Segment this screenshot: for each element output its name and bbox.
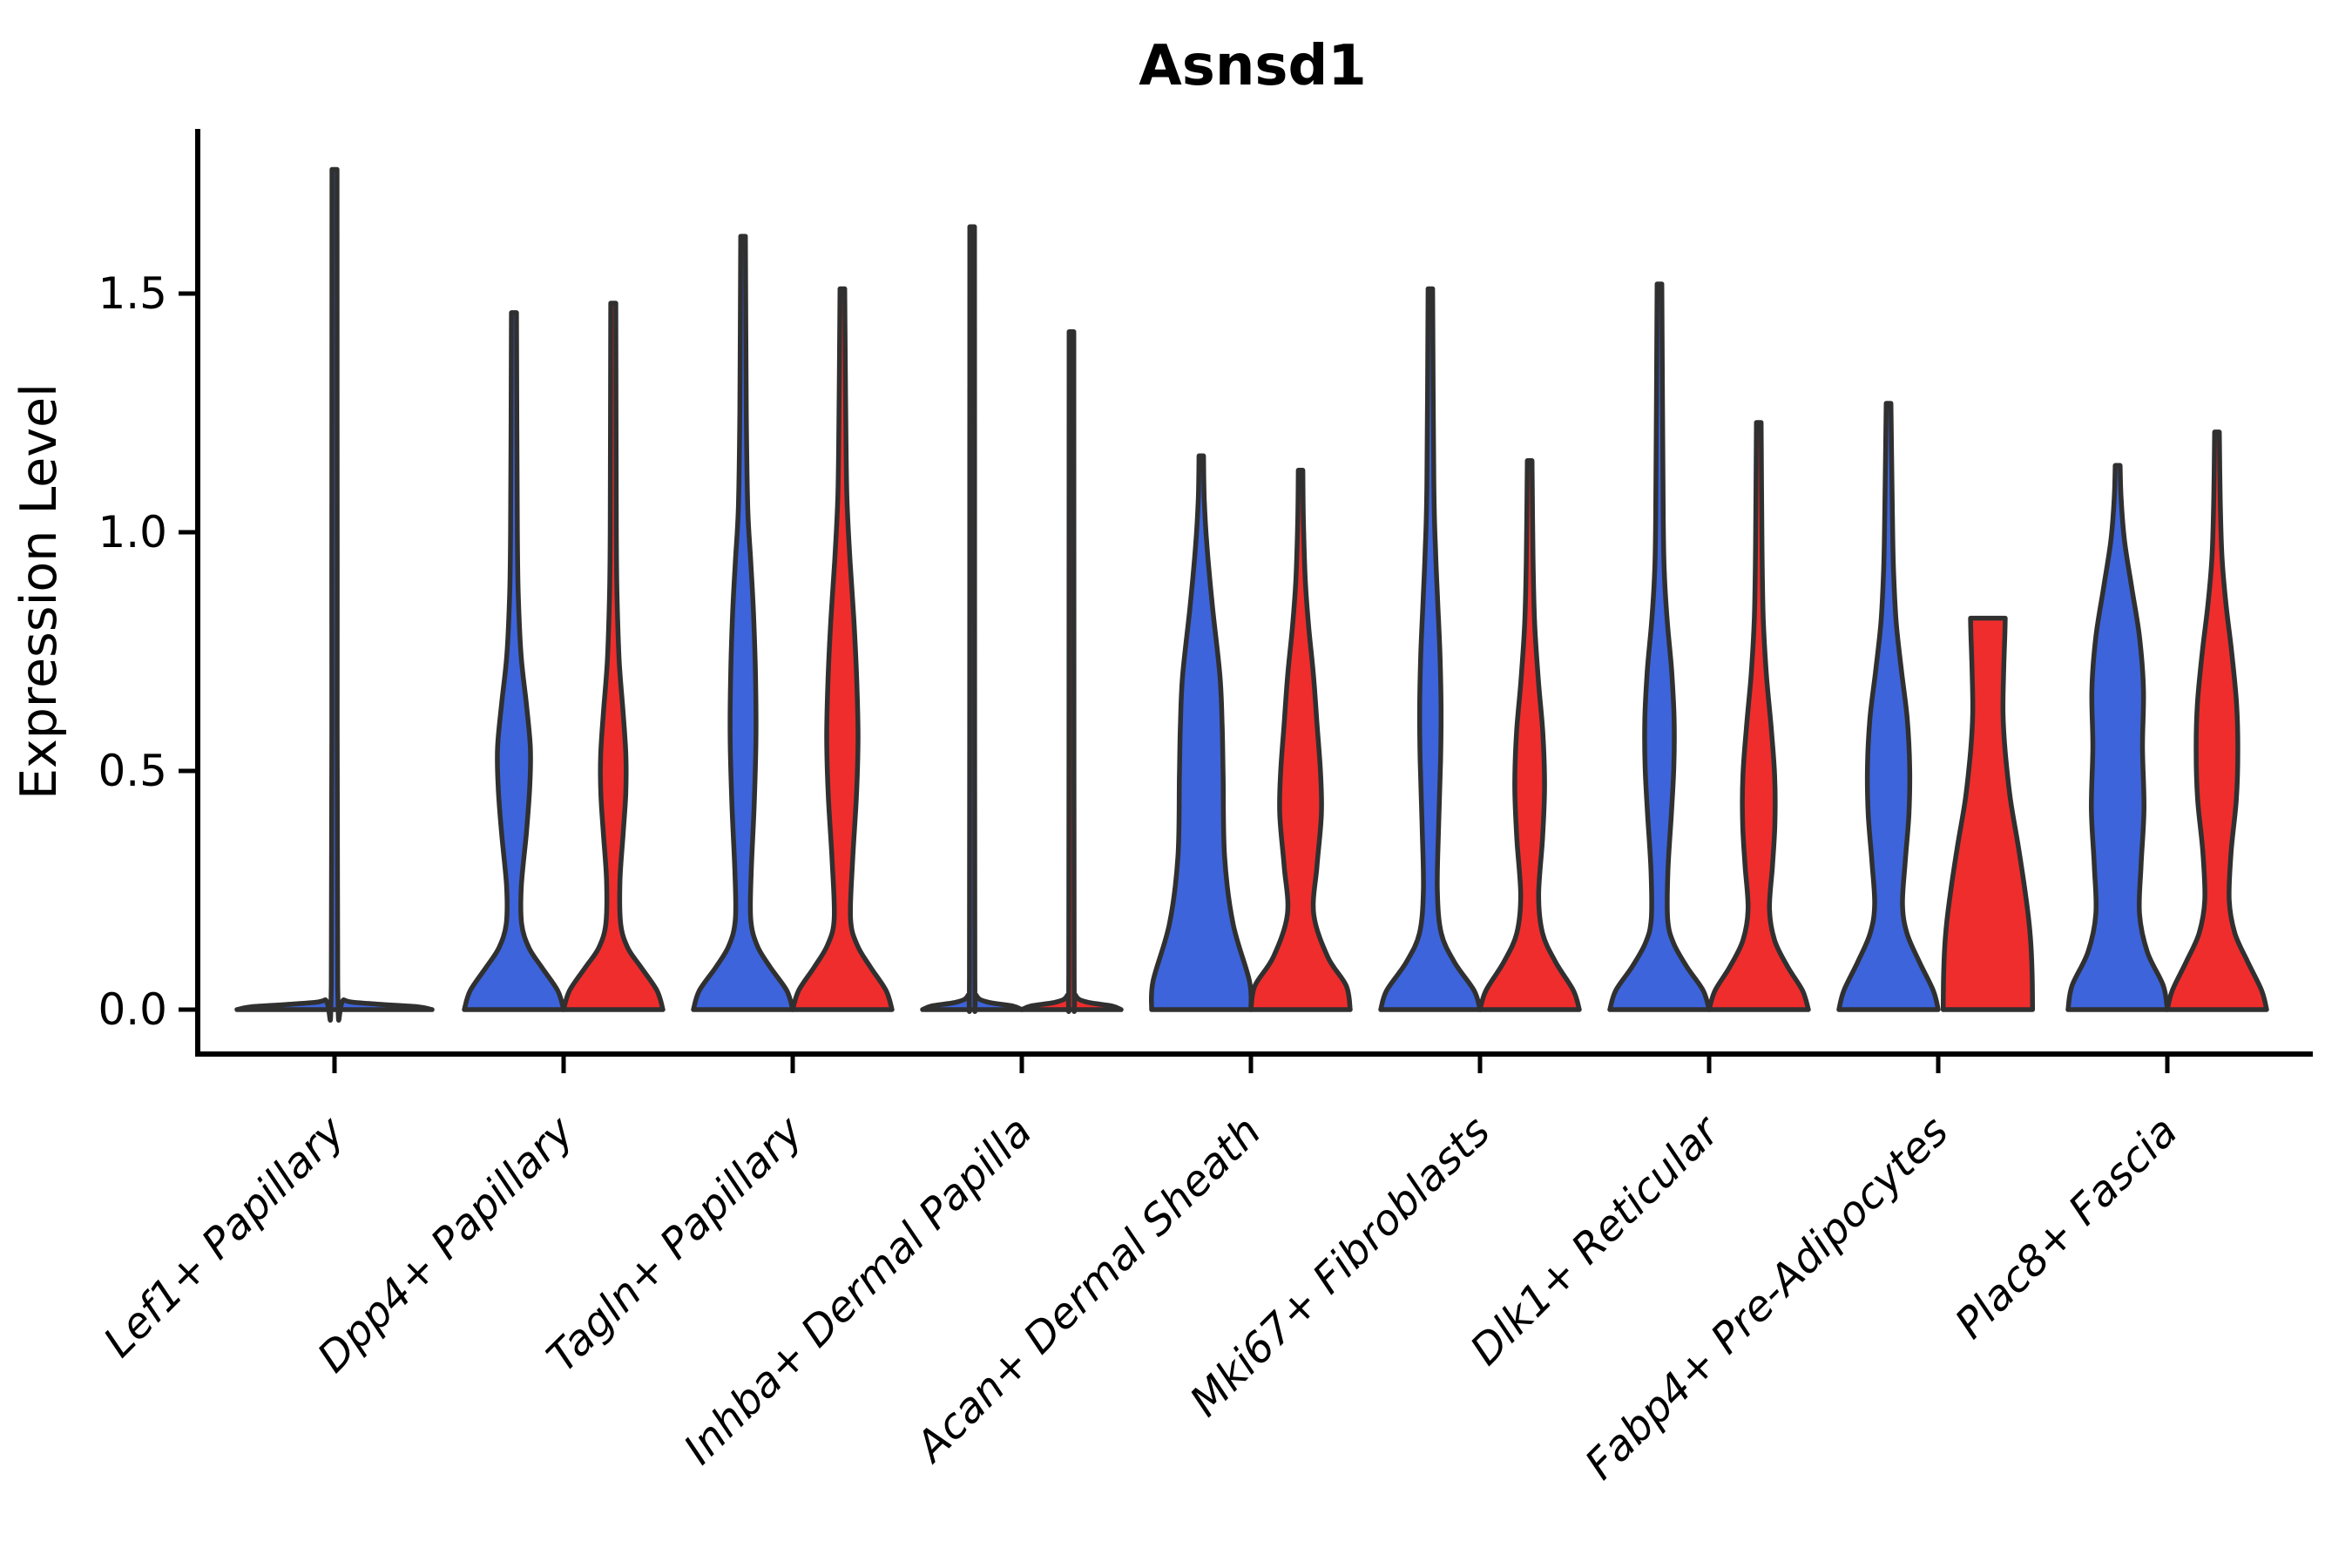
violin-inhba-dermal-papilla-left bbox=[920, 224, 1024, 1014]
x-tick-label-7: Dlk1+ Reticular bbox=[1461, 1105, 1731, 1375]
violin-mki67-fibroblasts-right bbox=[1477, 458, 1582, 1012]
y-tick-label: 0.0 bbox=[98, 984, 167, 1035]
violin-acan-dermal-sheath-left bbox=[1148, 453, 1254, 1012]
violin-tagln-papillary-right bbox=[790, 286, 895, 1012]
y-tick-label: 1.5 bbox=[98, 268, 167, 319]
x-tick-label-3: Tagln+ Papillary bbox=[537, 1106, 813, 1382]
violin-fabp4-pre-adipocytes-left bbox=[1836, 401, 1941, 1012]
y-tick-label: 1.0 bbox=[98, 507, 167, 558]
chart-title: Asnsd1 bbox=[1139, 34, 1367, 98]
y-tick-label: 0.5 bbox=[98, 746, 167, 796]
violin-acan-dermal-sheath-right bbox=[1248, 468, 1353, 1012]
violin-mki67-fibroblasts-left bbox=[1378, 286, 1483, 1012]
violin-tagln-papillary-left bbox=[691, 233, 795, 1012]
violin-dlk1-reticular-right bbox=[1707, 420, 1811, 1012]
violin-dpp4-papillary-right bbox=[561, 301, 666, 1012]
violins-layer bbox=[234, 166, 2269, 1023]
violin-plac8-fascia-left bbox=[2065, 463, 2170, 1012]
y-axis-label: Expression Level bbox=[10, 383, 68, 800]
violin-dlk1-reticular-left bbox=[1607, 281, 1712, 1012]
violin-dpp4-papillary-left bbox=[462, 310, 566, 1012]
x-tick-label-8: Fabp4+ Pre-Adipocytes bbox=[1576, 1107, 1958, 1490]
violin-lef1-papillary-single bbox=[234, 166, 435, 1023]
violin-plac8-fascia-right bbox=[2165, 429, 2269, 1012]
x-tick-label-9: Plac8+ Fascia bbox=[1946, 1107, 2187, 1348]
x-tick-label-2: Dpp4+ Papillary bbox=[308, 1106, 584, 1382]
violin-fabp4-pre-adipocytes-right bbox=[1940, 615, 2036, 1012]
violin-inhba-dermal-papilla-right bbox=[1019, 329, 1124, 1014]
x-tick-label-1: Lef1+ Papillary bbox=[94, 1106, 355, 1367]
